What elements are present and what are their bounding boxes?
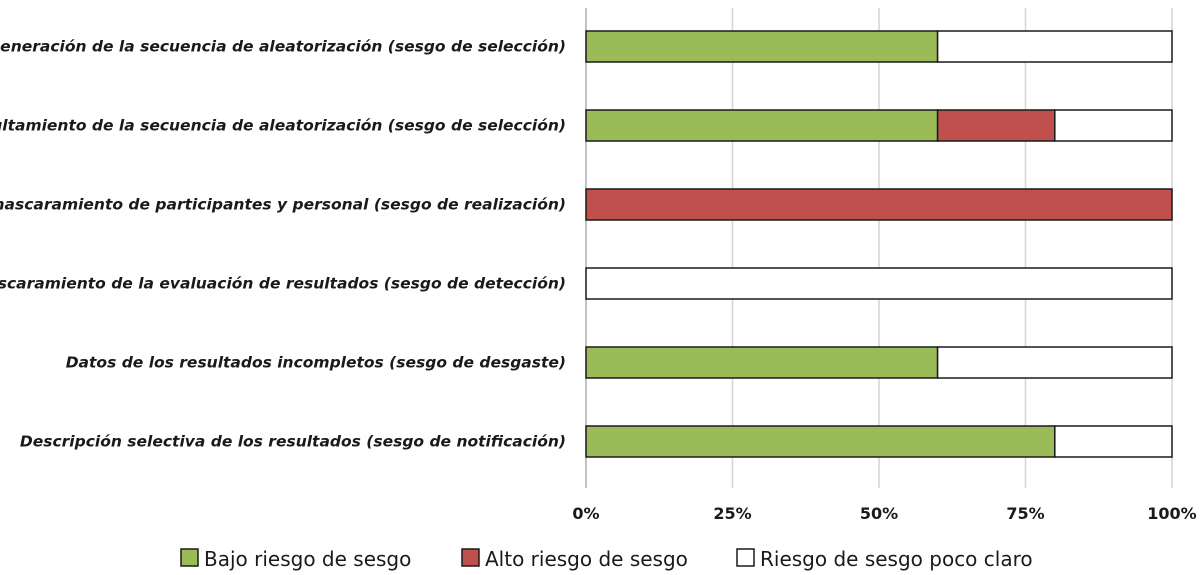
legend-label: Bajo riesgo de sesgo xyxy=(204,547,411,571)
bar-segment xyxy=(585,346,939,379)
category-label: Datos de los resultados incompletos (ses… xyxy=(66,354,566,372)
bar-segment xyxy=(585,109,939,142)
x-axis-tick-labels: 0% 25% 50% 75% 100% xyxy=(572,504,1196,523)
bar-segment xyxy=(585,30,939,63)
category-labels: Generación de la secuencia de aleatoriza… xyxy=(0,38,566,451)
category-label: Ocultamiento de la secuencia de aleatori… xyxy=(0,117,566,135)
legend: Bajo riesgo de sesgo Alto riesgo de sesgo… xyxy=(180,547,1033,571)
bar-segment xyxy=(936,346,1173,379)
bars xyxy=(585,30,1173,458)
x-tick-label: 25% xyxy=(713,504,751,523)
bar-segment xyxy=(936,109,1056,142)
gridlines xyxy=(585,8,1173,488)
bar-segment xyxy=(936,30,1173,63)
bar-segment xyxy=(585,425,1056,458)
x-tick-label: 100% xyxy=(1147,504,1196,523)
category-label: Descripción selectiva de los resultados … xyxy=(20,433,566,451)
x-tick-label: 75% xyxy=(1006,504,1044,523)
x-tick-label: 50% xyxy=(860,504,898,523)
legend-swatch xyxy=(736,548,755,567)
category-label: Enmascaramiento de participantes y perso… xyxy=(0,196,566,214)
legend-label: Riesgo de sesgo poco claro xyxy=(760,547,1033,571)
bar-segment xyxy=(585,188,1173,221)
legend-label: Alto riesgo de sesgo xyxy=(485,547,688,571)
legend-swatch xyxy=(461,548,480,567)
bar-segment xyxy=(1054,425,1173,458)
bar-segment xyxy=(1054,109,1173,142)
category-label: Generación de la secuencia de aleatoriza… xyxy=(0,38,566,56)
legend-swatch xyxy=(180,548,199,567)
category-label: Enmascaramiento de la evaluación de resu… xyxy=(0,275,566,293)
x-tick-label: 0% xyxy=(572,504,599,523)
bar-segment xyxy=(585,267,1173,300)
